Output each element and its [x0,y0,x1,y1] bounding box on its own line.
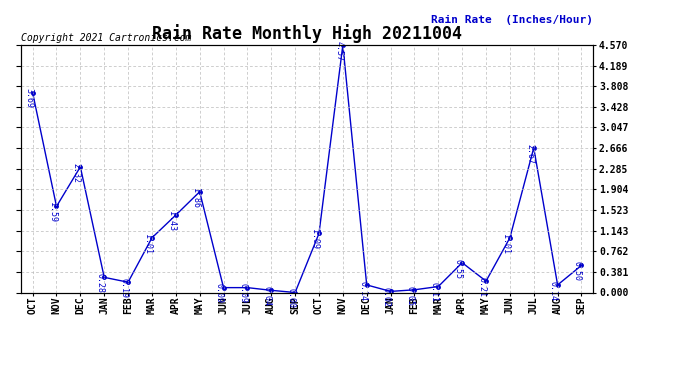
Title: Rain Rate Monthly High 20211004: Rain Rate Monthly High 20211004 [152,24,462,44]
Text: 0.05: 0.05 [406,286,415,306]
Text: 1.09: 1.09 [310,229,319,249]
Text: 0.11: 0.11 [430,282,439,302]
Text: 1.86: 1.86 [191,188,200,208]
Text: 0.50: 0.50 [573,261,582,281]
Text: 1.01: 1.01 [501,234,510,254]
Text: 0.14: 0.14 [358,281,367,301]
Text: 1.59: 1.59 [48,202,57,222]
Text: 0.02: 0.02 [382,287,391,307]
Text: 4.57: 4.57 [334,41,343,61]
Text: 0.55: 0.55 [453,258,462,279]
Text: 0.19: 0.19 [119,278,128,298]
Text: 0.09: 0.09 [215,284,224,303]
Text: 2.32: 2.32 [72,163,81,183]
Text: 1.43: 1.43 [167,211,176,231]
Text: 0.28: 0.28 [95,273,105,293]
Text: 3.69: 3.69 [24,88,33,108]
Text: 0.14: 0.14 [549,281,558,301]
Text: 0.04: 0.04 [263,286,272,306]
Text: 1.01: 1.01 [144,234,152,254]
Text: 2.67: 2.67 [525,144,534,164]
Text: Rain Rate  (Inches/Hour): Rain Rate (Inches/Hour) [431,15,593,25]
Text: 0.21: 0.21 [477,277,486,297]
Text: 0.00: 0.00 [286,288,295,308]
Text: 0.09: 0.09 [239,284,248,303]
Text: Copyright 2021 Cartronics.com: Copyright 2021 Cartronics.com [21,33,191,42]
